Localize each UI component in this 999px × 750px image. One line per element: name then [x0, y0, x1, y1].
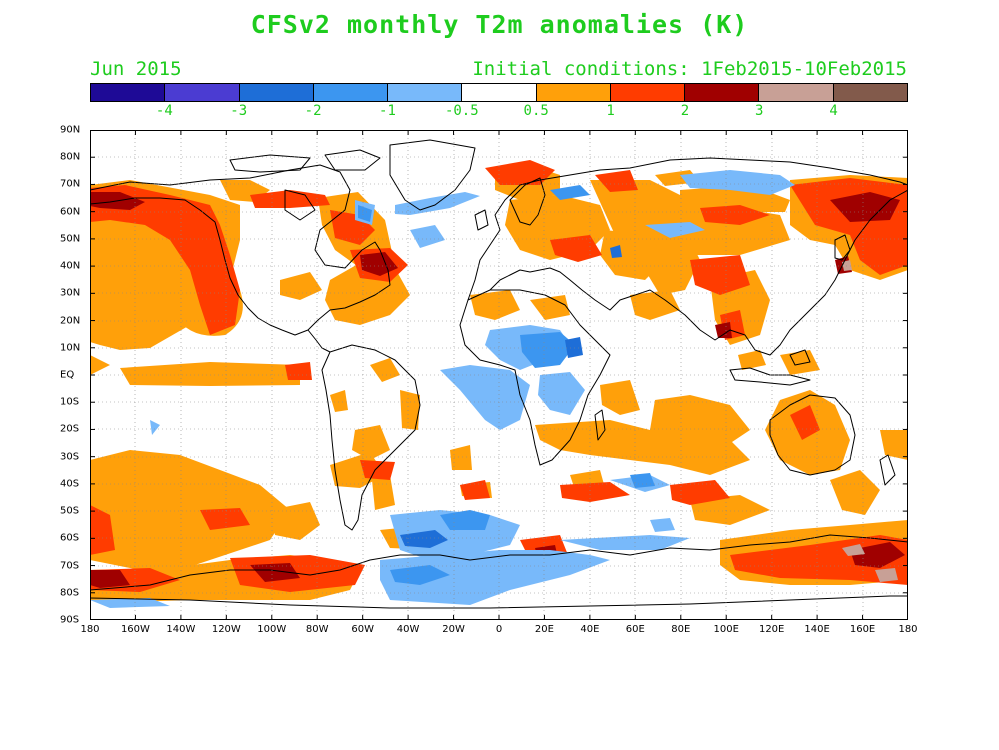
longitude-label: 100W [257, 624, 287, 635]
latitude-label: 10N [60, 342, 81, 354]
anomaly-cool-2-3 [400, 245, 622, 548]
colorbar-label: -4 [155, 103, 173, 119]
latitude-label: 90N [60, 124, 81, 136]
colorbar-label: 1 [606, 103, 615, 119]
colorbar-swatch [685, 84, 760, 101]
longitude-label: 80E [671, 624, 691, 635]
colorbar-swatch [833, 84, 907, 101]
latitude-label: 70S [60, 560, 80, 572]
longitude-label: 40W [396, 624, 420, 635]
colorbar-swatch [239, 84, 314, 101]
colorbar-swatch [165, 84, 240, 101]
valid-month-label: Jun 2015 [90, 58, 182, 80]
anomaly-warm-3-4 [842, 260, 898, 582]
map-svg [89, 129, 909, 621]
latitude-label: 40S [60, 478, 80, 490]
longitude-label: 160W [120, 624, 150, 635]
longitude-label: 180 [898, 624, 918, 635]
colorbar-label: -2 [304, 103, 322, 119]
colorbar-swatch [610, 84, 686, 101]
longitude-label: 140W [166, 624, 196, 635]
colorbar-label: 4 [829, 103, 838, 119]
colorbar-swatch [388, 84, 463, 101]
colorbar-label: 0.5 [523, 103, 549, 119]
latitude-label: 50N [60, 233, 81, 245]
colorbar-label: -1 [379, 103, 396, 119]
longitude-label: 140E [804, 624, 830, 635]
longitude-label: 60W [351, 624, 374, 635]
colorbar [90, 83, 908, 102]
anomaly-warm-2-3 [90, 192, 905, 588]
latitude-label: 10S [60, 396, 80, 408]
colorbar-label: -0.5 [444, 103, 479, 119]
longitude-label: 120W [211, 624, 241, 635]
longitude-label: 40E [580, 624, 600, 635]
colorbar-label: -3 [230, 103, 248, 119]
colorbar-label: 3 [755, 103, 764, 119]
latitude-label: 90S [60, 614, 80, 626]
latitude-label: 80N [60, 151, 81, 163]
longitude-label: 100E [713, 624, 739, 635]
longitude-label: 120E [758, 624, 785, 635]
latitude-label: 20S [60, 423, 80, 435]
latitude-label: 40N [60, 260, 81, 272]
latitude-label: 60S [60, 532, 80, 544]
latitude-label: 30S [60, 451, 80, 463]
longitude-label: 180 [80, 624, 100, 635]
anomaly-cool-1-2 [358, 185, 655, 585]
longitude-label: 0 [495, 624, 503, 635]
chart-title: CFSv2 monthly T2m anomalies (K) [250, 10, 749, 39]
latitude-label: 60N [60, 206, 81, 218]
latitude-label: 50S [60, 505, 80, 517]
longitude-label: 80W [305, 624, 329, 635]
longitude-label: 20W [442, 624, 465, 635]
colorbar-swatch [759, 84, 834, 101]
colorbar-swatch [91, 84, 166, 101]
colorbar-label: 2 [680, 103, 690, 119]
colorbar-swatch [313, 84, 389, 101]
latitude-label: 20N [60, 315, 81, 327]
latitude-label: EQ [60, 369, 75, 381]
grid-lines [90, 130, 908, 620]
latitude-label: 70N [60, 178, 81, 190]
anomaly-map [89, 129, 909, 621]
initial-conditions-label: Initial conditions: 1Feb2015-10Feb2015 [472, 58, 907, 80]
longitude-label: 20E [534, 624, 554, 635]
latitude-label: 80S [60, 587, 80, 599]
anomaly-warm-1-2 [90, 160, 908, 592]
coastlines [90, 139, 908, 609]
latitude-label: 30N [60, 287, 81, 299]
longitude-label: 60E [625, 624, 645, 635]
colorbar-swatch [462, 84, 537, 101]
colorbar-swatch [536, 84, 611, 101]
longitude-label: 160E [849, 624, 876, 635]
